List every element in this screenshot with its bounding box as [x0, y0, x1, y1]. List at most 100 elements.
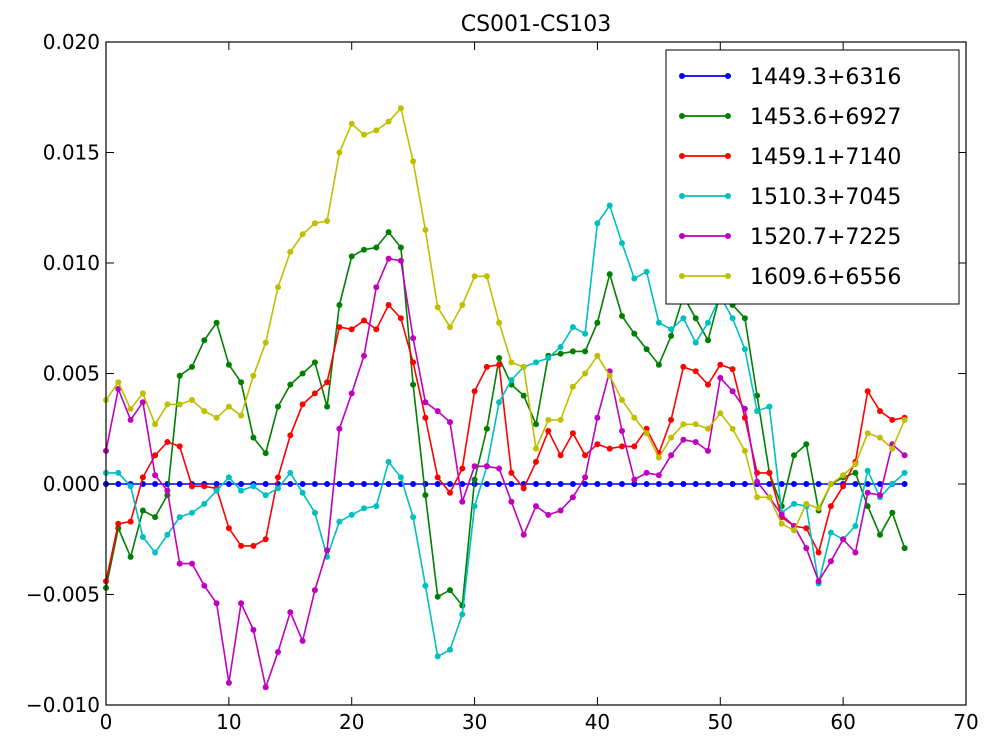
series-point	[840, 472, 847, 479]
series-point	[176, 481, 183, 487]
series-point	[336, 302, 343, 308]
series-point	[569, 481, 576, 487]
series-point	[262, 339, 269, 346]
series-point	[680, 481, 687, 487]
series-point	[238, 600, 245, 607]
series-point	[754, 392, 761, 399]
series-point	[557, 344, 564, 350]
series-point	[299, 401, 306, 408]
series-point	[815, 549, 822, 556]
series-point	[864, 481, 871, 487]
legend-marker	[725, 233, 731, 239]
series-point	[176, 443, 183, 450]
series-point	[877, 531, 883, 538]
series-point	[238, 481, 245, 487]
series-point	[508, 469, 515, 476]
series-point	[287, 381, 294, 388]
series-point	[238, 487, 245, 494]
series-point	[225, 679, 232, 686]
legend-item: 1449.3+6316	[679, 65, 901, 90]
series-point	[336, 518, 343, 525]
legend-marker	[725, 273, 731, 279]
series-point	[631, 414, 638, 421]
series-point	[422, 414, 429, 421]
series-point	[434, 653, 441, 660]
series-point	[655, 472, 662, 479]
series-point	[754, 478, 761, 485]
series-point	[250, 542, 257, 549]
series-point	[336, 425, 343, 432]
series-point	[705, 381, 711, 388]
series-point	[262, 481, 269, 487]
series-point	[225, 474, 232, 481]
series-point	[717, 361, 724, 368]
series-point	[410, 481, 417, 487]
series-point	[606, 202, 613, 209]
series-point	[668, 434, 675, 441]
series-point	[741, 405, 748, 412]
series-point	[545, 416, 552, 423]
legend-label: 1520.7+7225	[750, 225, 901, 250]
series-point	[422, 399, 429, 406]
series-point	[619, 428, 625, 434]
series-point	[127, 405, 134, 412]
series-point	[508, 377, 515, 384]
x-tick-label: 10	[216, 710, 241, 734]
series-point	[668, 326, 675, 333]
series-point	[139, 474, 146, 481]
series-point	[152, 549, 159, 556]
series-point	[483, 481, 490, 487]
series-point	[397, 105, 404, 112]
series-point	[115, 379, 122, 386]
legend-marker	[679, 153, 685, 159]
series-point	[827, 481, 834, 487]
series-point	[815, 481, 822, 487]
series-point	[594, 441, 601, 448]
series-point	[311, 220, 318, 227]
series-point	[176, 514, 183, 521]
series-point	[594, 352, 601, 359]
series-point	[864, 489, 871, 496]
series-point	[459, 611, 466, 618]
series-point	[139, 534, 146, 540]
series-point	[778, 511, 785, 518]
series-point	[348, 120, 355, 127]
series-point	[189, 397, 195, 403]
series-point	[545, 428, 552, 434]
series-point	[139, 507, 146, 514]
series-point	[827, 503, 834, 510]
series-point	[373, 244, 380, 251]
series-point	[385, 229, 392, 236]
series-point	[250, 626, 257, 633]
series-point	[766, 481, 773, 487]
series-point	[348, 511, 355, 518]
series-point	[275, 474, 281, 481]
series-point	[901, 452, 908, 459]
series-point	[164, 487, 171, 494]
series-point	[459, 498, 466, 505]
series-point	[152, 452, 159, 459]
series-point	[250, 434, 257, 441]
series-point	[533, 458, 539, 465]
series-point	[410, 359, 417, 366]
series-point	[348, 481, 355, 487]
series-point	[545, 511, 552, 518]
series-point	[668, 452, 675, 459]
series-point	[410, 514, 417, 521]
x-tick-label: 30	[462, 710, 487, 734]
series-point	[115, 481, 122, 487]
series-point	[139, 390, 146, 397]
y-tick-label: −0.010	[26, 693, 100, 717]
series-point	[483, 273, 490, 280]
series-point	[434, 408, 441, 415]
series-point	[631, 476, 638, 483]
series-point	[569, 383, 576, 390]
series-point	[594, 319, 601, 326]
series-point	[692, 368, 699, 375]
series-point	[717, 481, 724, 487]
series-point	[361, 131, 367, 138]
series-point	[152, 472, 159, 479]
series-point	[336, 149, 343, 156]
series-point	[164, 531, 171, 538]
series-point	[410, 158, 417, 165]
